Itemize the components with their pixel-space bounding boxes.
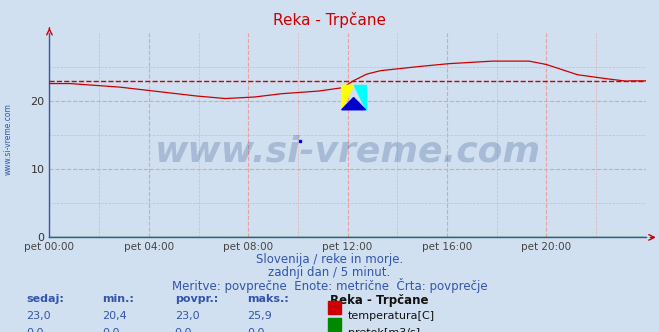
Text: 0,0: 0,0	[175, 328, 192, 332]
Polygon shape	[341, 85, 354, 110]
Text: zadnji dan / 5 minut.: zadnji dan / 5 minut.	[268, 266, 391, 279]
Text: 25,9: 25,9	[247, 311, 272, 321]
Text: www.si-vreme.com: www.si-vreme.com	[155, 134, 540, 169]
Text: 20,4: 20,4	[102, 311, 127, 321]
Text: www.si-vreme.com: www.si-vreme.com	[3, 104, 13, 175]
Text: povpr.:: povpr.:	[175, 294, 218, 304]
Text: Reka - Trpčane: Reka - Trpčane	[330, 294, 428, 307]
Text: sedaj:: sedaj:	[26, 294, 64, 304]
Text: Meritve: povprečne  Enote: metrične  Črta: povprečje: Meritve: povprečne Enote: metrične Črta:…	[172, 278, 487, 293]
Text: 23,0: 23,0	[175, 311, 199, 321]
Text: pretok[m3/s]: pretok[m3/s]	[348, 328, 420, 332]
Text: 23,0: 23,0	[26, 311, 51, 321]
Polygon shape	[354, 85, 366, 110]
Text: Reka - Trpčane: Reka - Trpčane	[273, 12, 386, 28]
Polygon shape	[341, 98, 366, 110]
Text: maks.:: maks.:	[247, 294, 289, 304]
Text: Slovenija / reke in morje.: Slovenija / reke in morje.	[256, 253, 403, 266]
Text: min.:: min.:	[102, 294, 134, 304]
Text: temperatura[C]: temperatura[C]	[348, 311, 435, 321]
Text: 0,0: 0,0	[26, 328, 44, 332]
Text: 0,0: 0,0	[102, 328, 120, 332]
Text: 0,0: 0,0	[247, 328, 265, 332]
